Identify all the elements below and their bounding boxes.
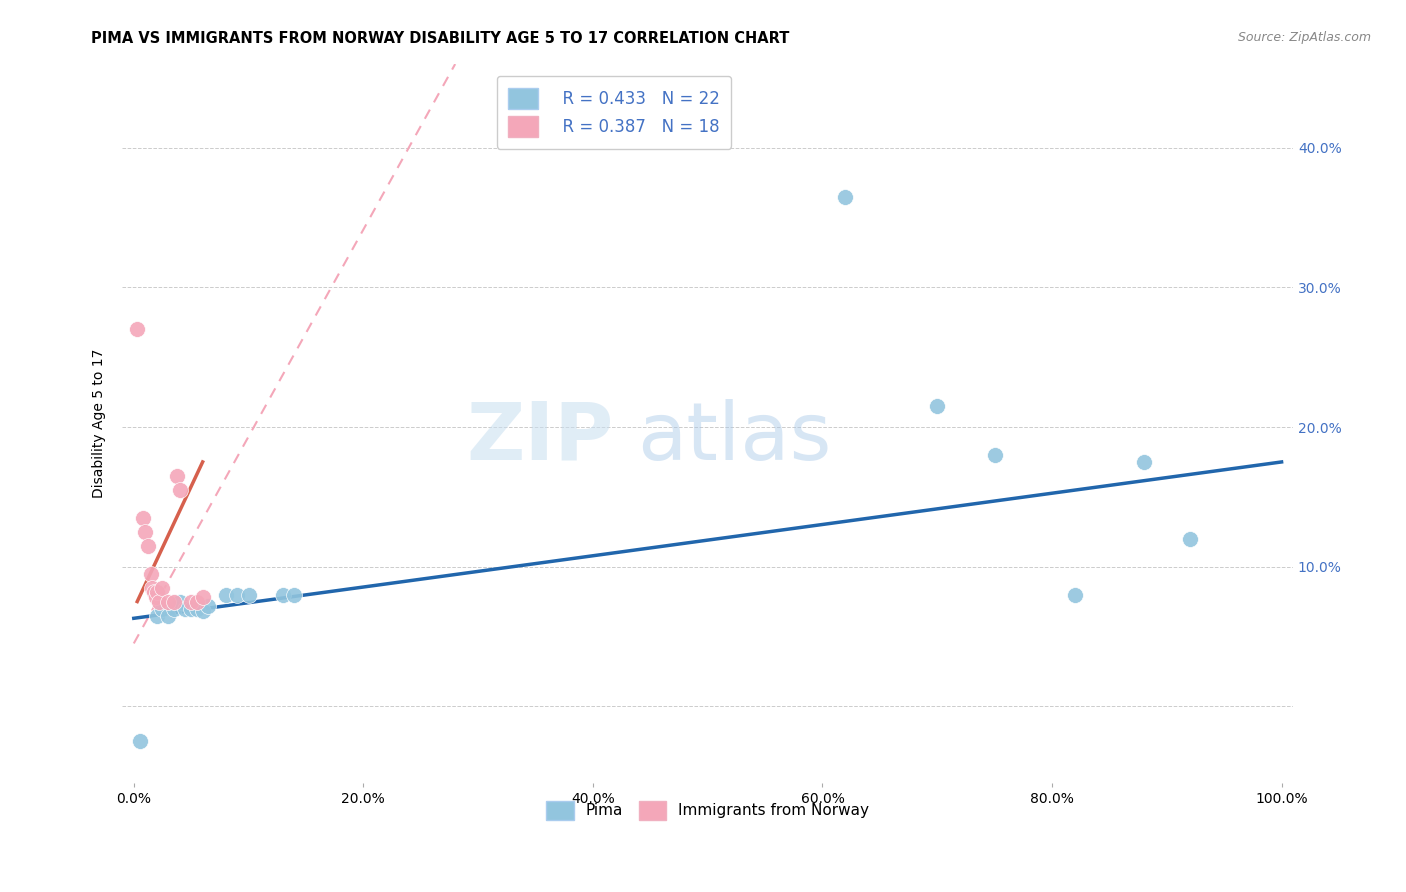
Point — [186, 594, 208, 608]
Point — [163, 601, 186, 615]
Point — [166, 469, 188, 483]
Point — [152, 581, 174, 595]
Point — [180, 601, 202, 615]
Point — [152, 601, 174, 615]
Point — [132, 510, 155, 524]
Point — [186, 601, 208, 615]
Point — [136, 539, 159, 553]
Point — [145, 608, 167, 623]
Point — [1178, 532, 1201, 546]
Text: atlas: atlas — [637, 399, 832, 477]
Point — [143, 584, 166, 599]
Point — [834, 190, 856, 204]
Point — [191, 604, 214, 618]
Point — [1133, 455, 1156, 469]
Point — [197, 599, 219, 613]
Point — [180, 594, 202, 608]
Point — [163, 594, 186, 608]
Point — [271, 588, 294, 602]
Point — [226, 588, 249, 602]
Point — [139, 566, 162, 581]
Legend: Pima, Immigrants from Norway: Pima, Immigrants from Norway — [540, 795, 876, 826]
Point — [141, 581, 163, 595]
Point — [214, 588, 236, 602]
Point — [169, 483, 191, 497]
Point — [238, 588, 260, 602]
Point — [157, 594, 180, 608]
Point — [148, 594, 170, 608]
Text: PIMA VS IMMIGRANTS FROM NORWAY DISABILITY AGE 5 TO 17 CORRELATION CHART: PIMA VS IMMIGRANTS FROM NORWAY DISABILIT… — [91, 31, 790, 46]
Y-axis label: Disability Age 5 to 17: Disability Age 5 to 17 — [93, 349, 107, 499]
Point — [927, 399, 949, 413]
Point — [283, 588, 305, 602]
Point — [191, 591, 214, 605]
Point — [169, 594, 191, 608]
Text: ZIP: ZIP — [467, 399, 614, 477]
Point — [983, 448, 1005, 462]
Point — [134, 524, 156, 539]
Text: Source: ZipAtlas.com: Source: ZipAtlas.com — [1237, 31, 1371, 45]
Point — [157, 608, 180, 623]
Point — [128, 734, 150, 748]
Point — [174, 601, 197, 615]
Point — [145, 591, 167, 605]
Point — [127, 322, 149, 336]
Point — [145, 584, 167, 599]
Point — [1064, 588, 1087, 602]
